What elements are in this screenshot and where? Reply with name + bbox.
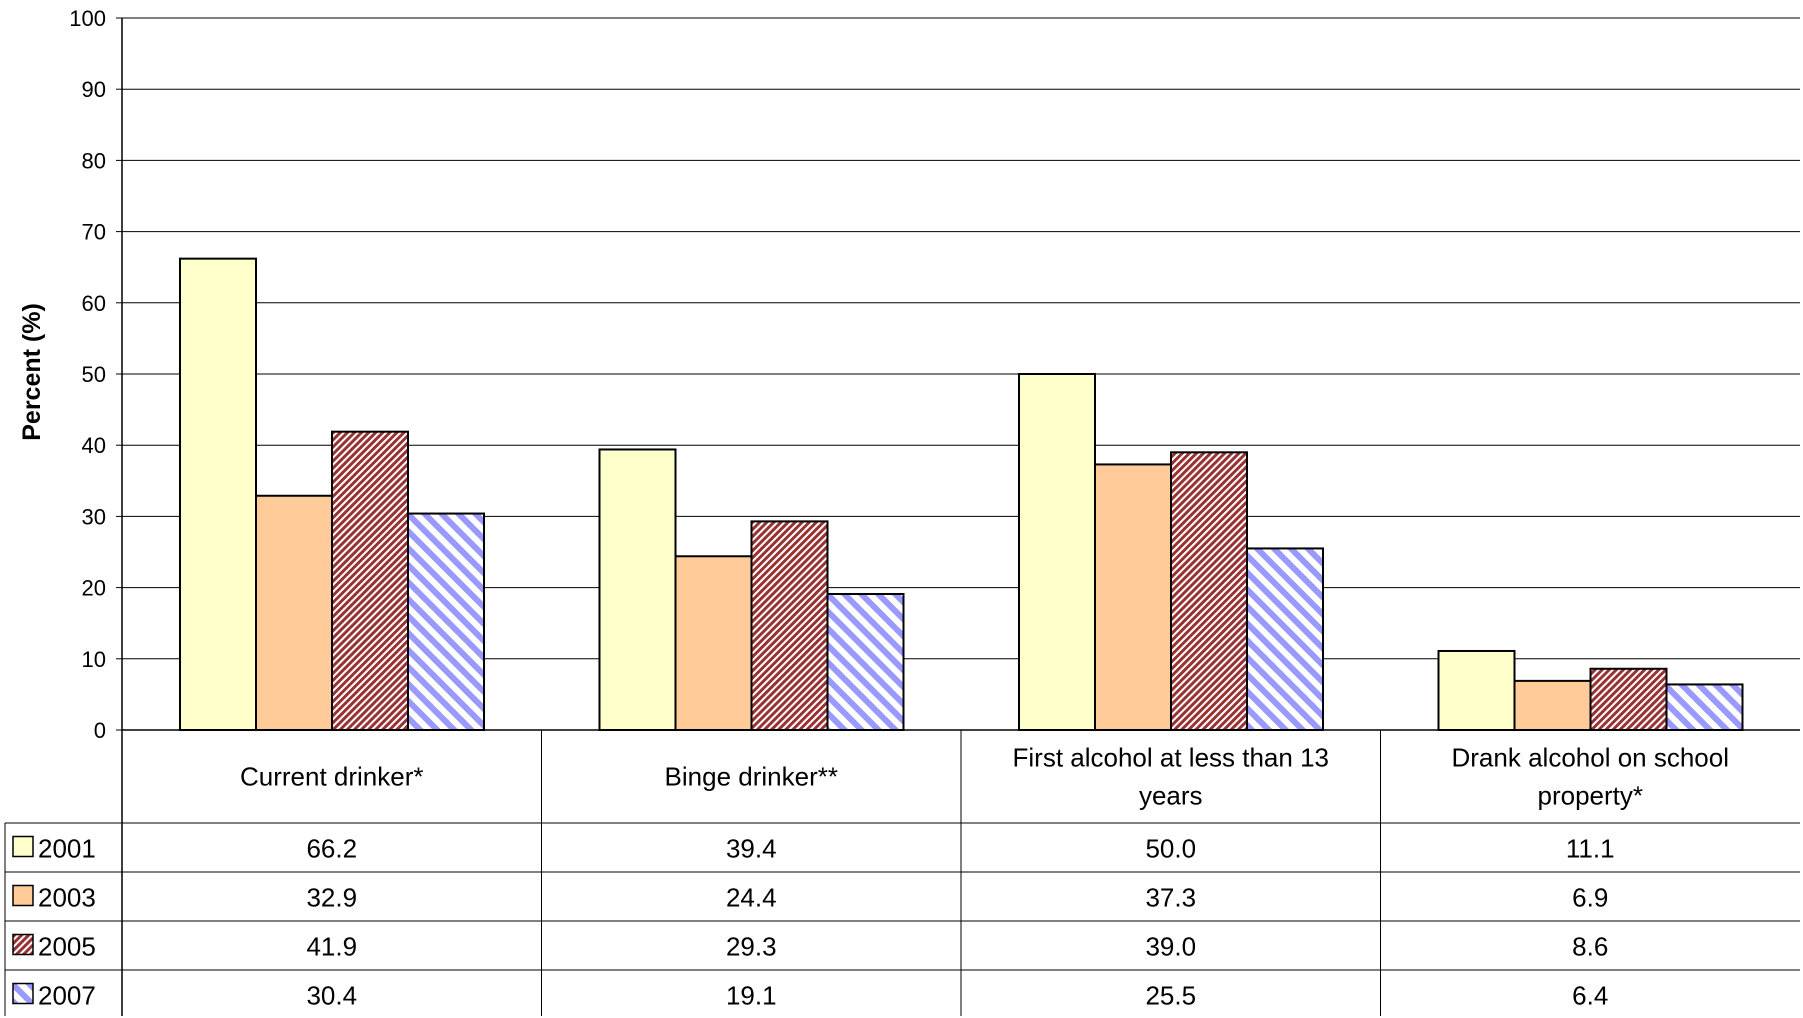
y-tick-label: 10 <box>82 647 106 672</box>
table-value: 6.9 <box>1572 883 1608 913</box>
table-value: 50.0 <box>1145 834 1196 864</box>
bar-2007-3 <box>1246 547 1324 731</box>
table-value: 25.5 <box>1145 981 1196 1011</box>
legend-key-2001 <box>12 835 34 858</box>
bar-2003-4 <box>1513 679 1592 732</box>
bars <box>179 257 1744 732</box>
category-label: years <box>1139 781 1203 811</box>
y-tick-label: 90 <box>82 77 106 102</box>
y-tick-label: 40 <box>82 433 106 458</box>
bar-2005-1 <box>331 430 409 731</box>
table-value: 19.1 <box>726 981 777 1011</box>
bar-2007-2 <box>826 593 905 731</box>
bar-2005-4 <box>1589 667 1668 732</box>
y-axis-label: Percent (%) <box>18 303 46 441</box>
y-tick-label: 100 <box>69 6 106 31</box>
legend-label-2007: 2007 <box>38 981 96 1011</box>
legend-key-2003 <box>12 884 34 907</box>
category-label: Drank alcohol on school <box>1452 743 1730 773</box>
bar-2003-1 <box>255 494 333 732</box>
table-value: 32.9 <box>306 883 357 913</box>
y-tick-label: 70 <box>82 220 106 245</box>
table-value: 6.4 <box>1572 981 1608 1011</box>
bar-2001-3 <box>1018 373 1096 731</box>
bar-2005-2 <box>750 520 829 731</box>
category-label: property* <box>1538 781 1644 811</box>
legend-key-2007 <box>12 982 34 1005</box>
table-value: 66.2 <box>306 834 357 864</box>
table-value: 41.9 <box>306 932 357 962</box>
legend-label-2001: 2001 <box>38 834 96 864</box>
y-tick-label: 0 <box>94 718 106 743</box>
table-value: 29.3 <box>726 932 777 962</box>
y-tick-label: 30 <box>82 504 106 529</box>
bar-2001-2 <box>598 448 677 731</box>
category-label: Current drinker* <box>240 762 424 792</box>
bar-2003-3 <box>1094 463 1172 731</box>
category-label: First alcohol at less than 13 <box>1013 743 1330 773</box>
legend-label-2005: 2005 <box>38 932 96 962</box>
bar-2005-3 <box>1170 451 1248 731</box>
table-value: 30.4 <box>306 981 357 1011</box>
y-tick-label: 50 <box>82 362 106 387</box>
bar-2007-4 <box>1665 683 1744 732</box>
data-table: Current drinker* Binge drinker** First alc… <box>4 730 1800 1016</box>
legend-label-2003: 2003 <box>38 883 96 913</box>
table-value: 37.3 <box>1145 883 1196 913</box>
y-tick-label: 80 <box>82 148 106 173</box>
table-value: 8.6 <box>1572 932 1608 962</box>
y-axis-ticks: 0 10 20 30 40 50 60 70 80 90 100 <box>69 6 122 743</box>
y-tick-label: 20 <box>82 576 106 601</box>
legend-key-2005 <box>12 933 34 956</box>
table-value: 11.1 <box>1566 834 1615 864</box>
y-tick-label: 60 <box>82 291 106 316</box>
category-label: Binge drinker** <box>665 762 838 792</box>
bar-2003-2 <box>674 555 753 731</box>
table-value: 39.4 <box>726 834 777 864</box>
table-value: 24.4 <box>726 883 777 913</box>
bar-2007-1 <box>407 512 485 731</box>
bar-2001-1 <box>179 257 257 731</box>
table-value: 39.0 <box>1145 932 1196 962</box>
bar-2001-4 <box>1437 649 1516 732</box>
